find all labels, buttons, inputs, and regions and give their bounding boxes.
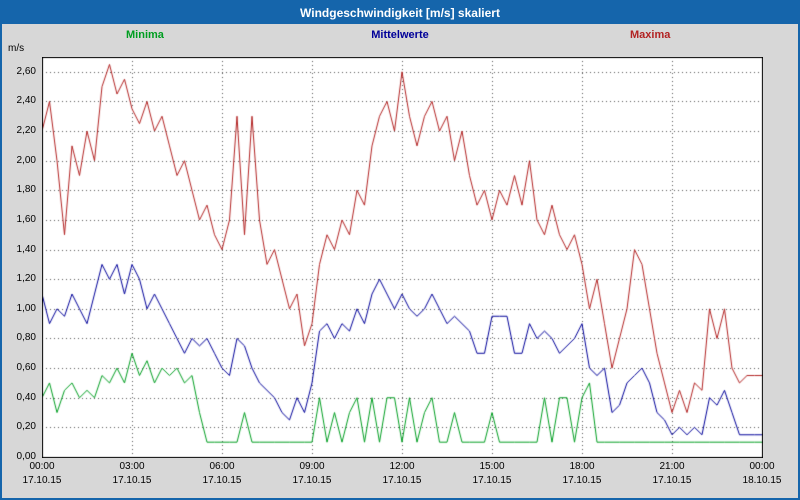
y-tick-label: 0,60 [16, 362, 36, 374]
y-tick-label: 0,00 [16, 451, 36, 462]
x-tick-date-label: 17.10.15 [652, 475, 692, 486]
y-tick-label: 1,40 [16, 243, 36, 255]
y-tick-label: 2,60 [16, 65, 36, 77]
chart-plot-area [42, 57, 763, 458]
x-tick-time-label: 21:00 [659, 461, 685, 472]
x-tick-time-label: 12:00 [389, 461, 415, 472]
y-tick-label: 1,00 [16, 302, 36, 314]
y-axis-tick-labels: 2,60 2,40 2,20 2,00 1,80 1,60 1,40 1,20 1,00 0,80… [2, 57, 38, 462]
legend-minima: Minima [126, 29, 164, 41]
legend-maxima: Maxima [630, 29, 671, 41]
y-tick-label: 2,20 [16, 125, 36, 137]
x-tick-time-label: 06:00 [209, 461, 235, 472]
x-tick-time-label: 15:00 [479, 461, 505, 472]
x-tick-time-label: 09:00 [299, 461, 325, 472]
x-tick-time-label: 00:00 [29, 461, 55, 472]
x-tick-date-label: 17.10.15 [202, 475, 242, 486]
y-tick-label: 2,00 [16, 154, 36, 166]
y-tick-label: 0,40 [16, 391, 36, 403]
x-tick-time-label: 18:00 [569, 461, 595, 472]
y-axis-unit-label: m/s [8, 43, 25, 54]
x-tick-date-label: 17.10.15 [292, 475, 332, 486]
legend-mittelwerte: Mittelwerte [371, 29, 429, 41]
x-tick-date-label: 17.10.15 [112, 475, 152, 486]
x-tick-date-label: 18.10.15 [742, 475, 782, 486]
y-tick-label: 1,60 [16, 213, 36, 225]
x-tick-time-label: 00:00 [749, 461, 775, 472]
x-tick-time-label: 03:00 [119, 461, 145, 472]
x-axis-time-labels: 00:00 03:00 06:00 09:00 12:00 15:00 18:00 21:00… [29, 461, 774, 473]
x-tick-date-label: 17.10.15 [562, 475, 602, 486]
x-tick-date-label: 17.10.15 [382, 475, 422, 486]
x-tick-date-label: 17.10.15 [22, 475, 62, 486]
y-tick-label: 1,80 [16, 184, 36, 196]
y-tick-label: 0,80 [16, 332, 36, 344]
x-axis-date-labels: 17.10.15 17.10.15 17.10.15 17.10.15 17.10.15… [23, 475, 782, 487]
y-tick-label: 0,20 [16, 421, 36, 433]
y-tick-label: 2,40 [16, 95, 36, 107]
window-title: Windgeschwindigkeit [m/s] skaliert [2, 2, 798, 24]
x-tick-date-label: 17.10.15 [472, 475, 512, 486]
y-tick-label: 1,20 [16, 273, 36, 285]
